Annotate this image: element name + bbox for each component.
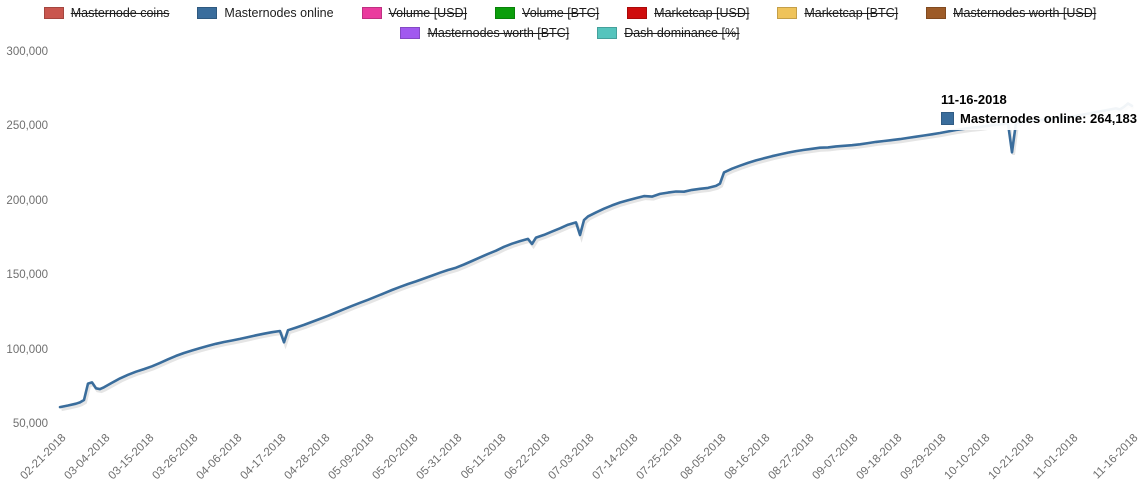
tooltip-series-swatch-icon xyxy=(941,112,954,125)
y-axis-tick-label: 100,000 xyxy=(6,343,48,356)
chart-legend: Masternode coins Masternodes online Volume… xyxy=(0,6,1140,40)
legend-label: Dash dominance [%] xyxy=(624,26,740,40)
legend-item-marketcap-usd[interactable]: Marketcap [USD] xyxy=(627,6,749,20)
y-axis-tick-label: 200,000 xyxy=(6,194,48,207)
legend-item-marketcap-btc[interactable]: Marketcap [BTC] xyxy=(777,6,898,20)
legend-item-masternodes-worth-usd[interactable]: Masternodes worth [USD] xyxy=(926,6,1096,20)
legend-swatch-icon xyxy=(43,7,64,19)
legend-label: Masternode coins xyxy=(70,6,170,20)
legend-swatch-icon xyxy=(926,7,947,19)
legend-swatch-icon xyxy=(197,7,218,19)
y-axis-tick-label: 50,000 xyxy=(12,418,48,430)
legend-label: Volume [USD] xyxy=(388,6,468,20)
tooltip-row: Masternodes online: 264,183 xyxy=(941,111,1137,126)
legend-label: Marketcap [BTC] xyxy=(804,6,899,20)
legend-item-masternode-coins[interactable]: Masternode coins xyxy=(43,6,170,20)
tooltip-date: 11-16-2018 xyxy=(941,92,1007,107)
legend-label: Masternodes online xyxy=(224,6,334,20)
legend-swatch-icon xyxy=(627,7,648,19)
legend-label: Masternodes worth [BTC] xyxy=(427,26,570,40)
legend-swatch-icon xyxy=(400,27,421,39)
legend-item-masternodes-worth-btc[interactable]: Masternodes worth [BTC] xyxy=(400,26,569,40)
legend-swatch-icon xyxy=(495,7,516,19)
legend-label: Masternodes worth [USD] xyxy=(953,6,1097,20)
chart-tooltip: 11-16-2018 Masternodes online: 264,183 xyxy=(933,88,1140,130)
y-axis-tick-label: 300,000 xyxy=(6,45,48,58)
y-axis-tick-label: 150,000 xyxy=(6,269,48,281)
series-line-shadow xyxy=(61,104,1135,412)
legend-swatch-icon xyxy=(777,7,798,19)
legend-item-masternodes-online[interactable]: Masternodes online xyxy=(197,6,334,20)
legend-row: Masternode coins Masternodes online Volume… xyxy=(0,6,1140,20)
tooltip-series-text: Masternodes online: 264,183 xyxy=(960,111,1138,126)
legend-label: Volume [BTC] xyxy=(522,6,600,20)
series-line xyxy=(58,102,1134,409)
legend-swatch-icon xyxy=(361,7,382,19)
legend-label: Marketcap [USD] xyxy=(654,6,750,20)
legend-item-volume-usd[interactable]: Volume [USD] xyxy=(361,6,468,20)
y-axis-tick-label: 250,000 xyxy=(6,120,48,132)
legend-item-dash-dominance[interactable]: Dash dominance [%] xyxy=(597,26,740,40)
legend-item-volume-btc[interactable]: Volume [BTC] xyxy=(495,6,599,20)
legend-row: Masternodes worth [BTC] Dash dominance [%… xyxy=(0,26,1140,40)
legend-swatch-icon xyxy=(597,27,618,39)
